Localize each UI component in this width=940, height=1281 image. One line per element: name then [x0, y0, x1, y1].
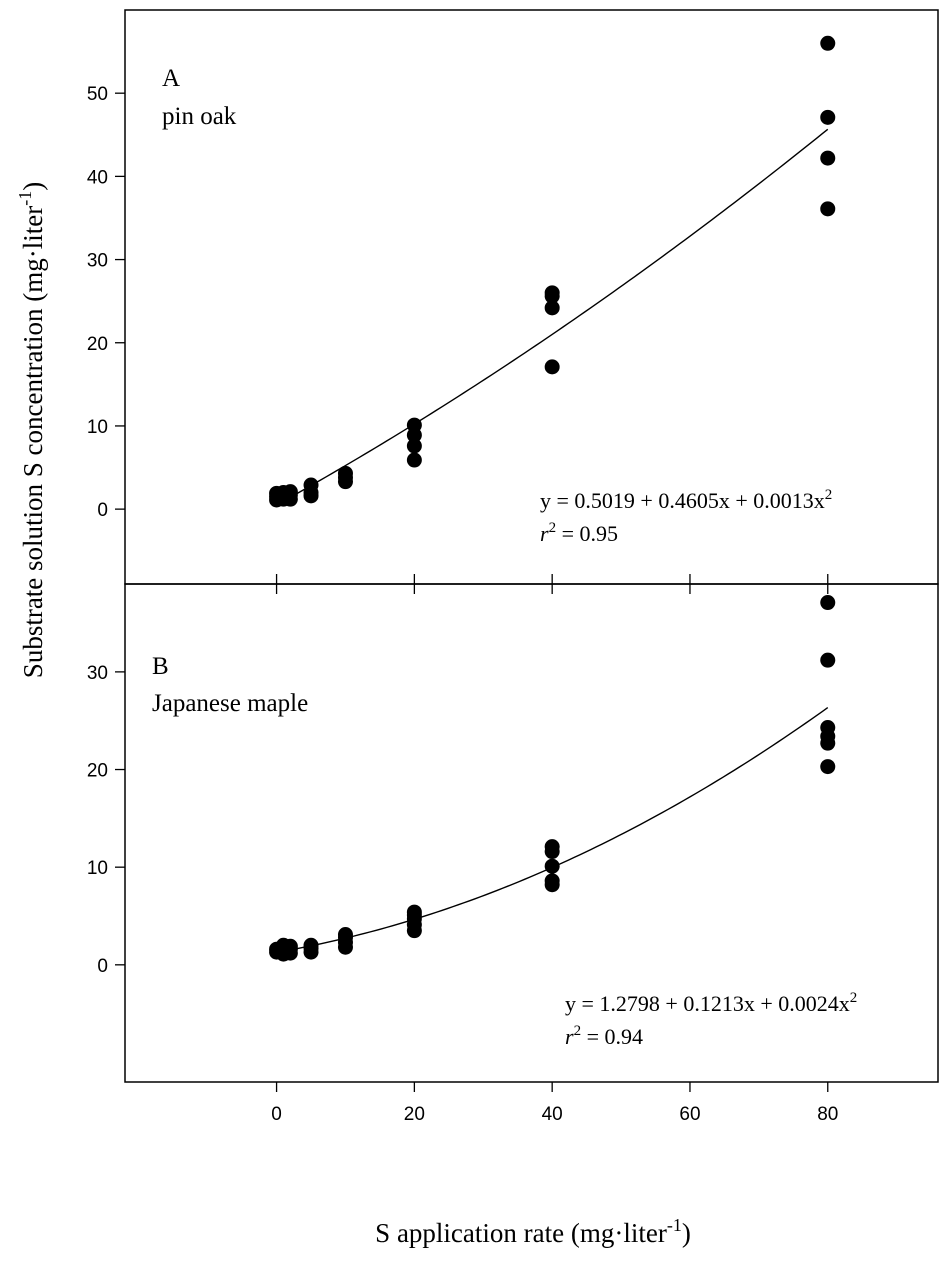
panel-a-data-point: [820, 36, 835, 51]
panel-b-data-point: [545, 839, 560, 854]
panel-b-data-point: [407, 905, 422, 920]
x-axis-title-text: S application rate (mg·liter: [375, 1218, 667, 1248]
panel-b-equation-body: y = 1.2798 + 0.1213x + 0.0024x: [565, 991, 850, 1016]
panel-a-y-tick-label: 10: [87, 417, 108, 438]
panel-a-r-sup: 2: [549, 520, 557, 536]
panel-b-data-point: [820, 720, 835, 735]
panel-a-y-tick-label: 40: [87, 167, 108, 188]
panel-b-equation: y = 1.2798 + 0.1213x + 0.0024x2: [565, 990, 857, 1016]
panel-a-data-point: [820, 201, 835, 216]
panel-b-data-point: [338, 927, 353, 942]
panel-a-y-tick-label: 0: [97, 500, 108, 521]
x-tick-label: 20: [404, 1104, 425, 1125]
panel-b-equation-sup: 2: [850, 990, 858, 1006]
panel-a-data-point: [283, 484, 298, 499]
panel-b-data-point: [820, 653, 835, 668]
panel-b-data-point: [283, 939, 298, 954]
x-tick-label: 40: [542, 1104, 563, 1125]
panel-b-points: [269, 595, 835, 962]
panel-a-letter: A: [162, 65, 180, 92]
panel-a-r-value: = 0.95: [556, 521, 618, 546]
panel-a-y-ticks: 0 10 20 30 40 50: [87, 84, 125, 521]
panel-a-y-tick-label: 30: [87, 251, 108, 272]
panel-a-y-tick-label: 20: [87, 334, 108, 355]
panel-b-y-ticks: 0 10 20 30: [87, 663, 125, 977]
panel-a-data-point: [820, 110, 835, 125]
panel-a-equation: y = 0.5019 + 0.4605x + 0.0013x2: [540, 487, 832, 513]
panel-a-species: pin oak: [162, 103, 237, 130]
x-tick-label: 80: [817, 1104, 838, 1125]
x-axis-title-sup: -1: [667, 1215, 682, 1235]
panel-b-data-point: [545, 859, 560, 874]
y-axis-title: Substrate solution S concentration (mg·l…: [15, 182, 48, 678]
panel-b-r-value: = 0.94: [581, 1024, 643, 1049]
panel-a-equation-body: y = 0.5019 + 0.4605x + 0.0013x: [540, 488, 825, 513]
y-axis-title-close: ): [18, 182, 48, 191]
panel-a-data-point: [545, 285, 560, 300]
x-tick-label: 0: [271, 1104, 282, 1125]
panel-b-data-point: [545, 873, 560, 888]
panel-b-data-point: [820, 759, 835, 774]
panel-b-species: Japanese maple: [152, 690, 308, 717]
x-tick-label: 60: [679, 1104, 700, 1125]
panel-a-data-point: [545, 359, 560, 374]
panel-a-points: [269, 36, 835, 508]
y-axis-title-sup: -1: [15, 191, 35, 206]
panel-a-data-point: [407, 453, 422, 468]
panel-b-fit-line: [277, 708, 828, 953]
x-axis-title: S application rate (mg·liter-1): [375, 1215, 691, 1248]
panel-a-data-point: [407, 418, 422, 433]
panel-b-letter: B: [152, 653, 169, 680]
panel-a-data-point: [304, 478, 319, 493]
y-axis-title-text: Substrate solution S concentration (mg·l…: [18, 206, 48, 678]
panel-b-y-tick-label: 20: [87, 761, 108, 782]
panel-b-data-point: [820, 595, 835, 610]
panel-a-data-point: [820, 151, 835, 166]
panel-b-y-tick-label: 10: [87, 858, 108, 879]
panel-a-pin-oak: 0 10 20 30 40 50 A pin oak y = 0.5019 + 0.460…: [87, 10, 938, 584]
panel-b-y-tick-label: 0: [97, 956, 108, 977]
panel-b-fit: [277, 708, 828, 953]
panel-b-japanese-maple: 0 10 20 30 B Japanese maple y = 1.2798 + 0.…: [87, 584, 938, 1082]
panel-a-equation-sup: 2: [825, 487, 833, 503]
x-axis-title-close: ): [682, 1218, 691, 1248]
panel-a-data-point: [338, 466, 353, 481]
panel-b-r2: r2 = 0.94: [565, 1023, 643, 1049]
panel-a-y-tick-label: 50: [87, 84, 108, 105]
panel-a-fit: [277, 129, 828, 505]
panel-b-data-point: [304, 938, 319, 953]
panel-b-y-tick-label: 30: [87, 663, 108, 684]
panel-a-r2: r2 = 0.95: [540, 520, 618, 546]
panel-b-r-sup: 2: [574, 1023, 582, 1039]
panel-a-fit-line: [277, 129, 828, 505]
